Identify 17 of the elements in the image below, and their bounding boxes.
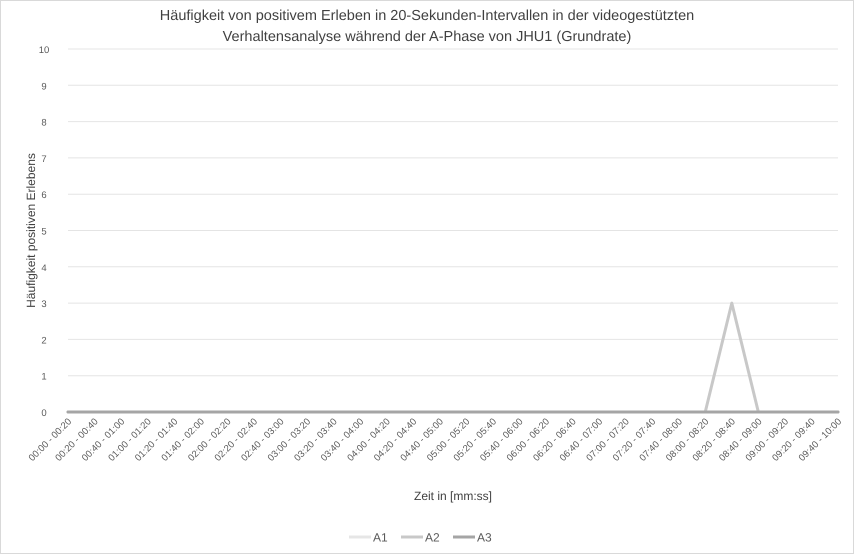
legend-label: A3 bbox=[477, 530, 492, 544]
y-tick-label: 1 bbox=[41, 372, 47, 383]
y-tick-label: 8 bbox=[41, 118, 47, 129]
legend-label: A1 bbox=[373, 530, 388, 544]
y-tick-label: 6 bbox=[41, 190, 47, 202]
y-tick-label: 7 bbox=[41, 154, 47, 165]
y-tick-label: 2 bbox=[41, 335, 47, 346]
y-tick-label: 10 bbox=[38, 45, 50, 56]
x-axis-title: Zeit in [mm:ss] bbox=[414, 489, 492, 503]
chart-title: Häufigkeit von positivem Erleben in 20-Sekunden-Intervallen in der videogestützten Verhaltensanalyse während der A-Phase von JHU1 (Grundrate) bbox=[160, 8, 694, 45]
y-tick-label: 0 bbox=[41, 408, 47, 419]
y-tick-label: 5 bbox=[41, 226, 47, 238]
y-axis-title: Häufigkeit positiven Erlebens bbox=[24, 153, 38, 308]
y-tick-label: 9 bbox=[41, 81, 47, 92]
y-tick-label: 3 bbox=[41, 299, 47, 310]
legend-label: A2 bbox=[425, 530, 440, 544]
y-tick-label: 4 bbox=[41, 262, 47, 274]
